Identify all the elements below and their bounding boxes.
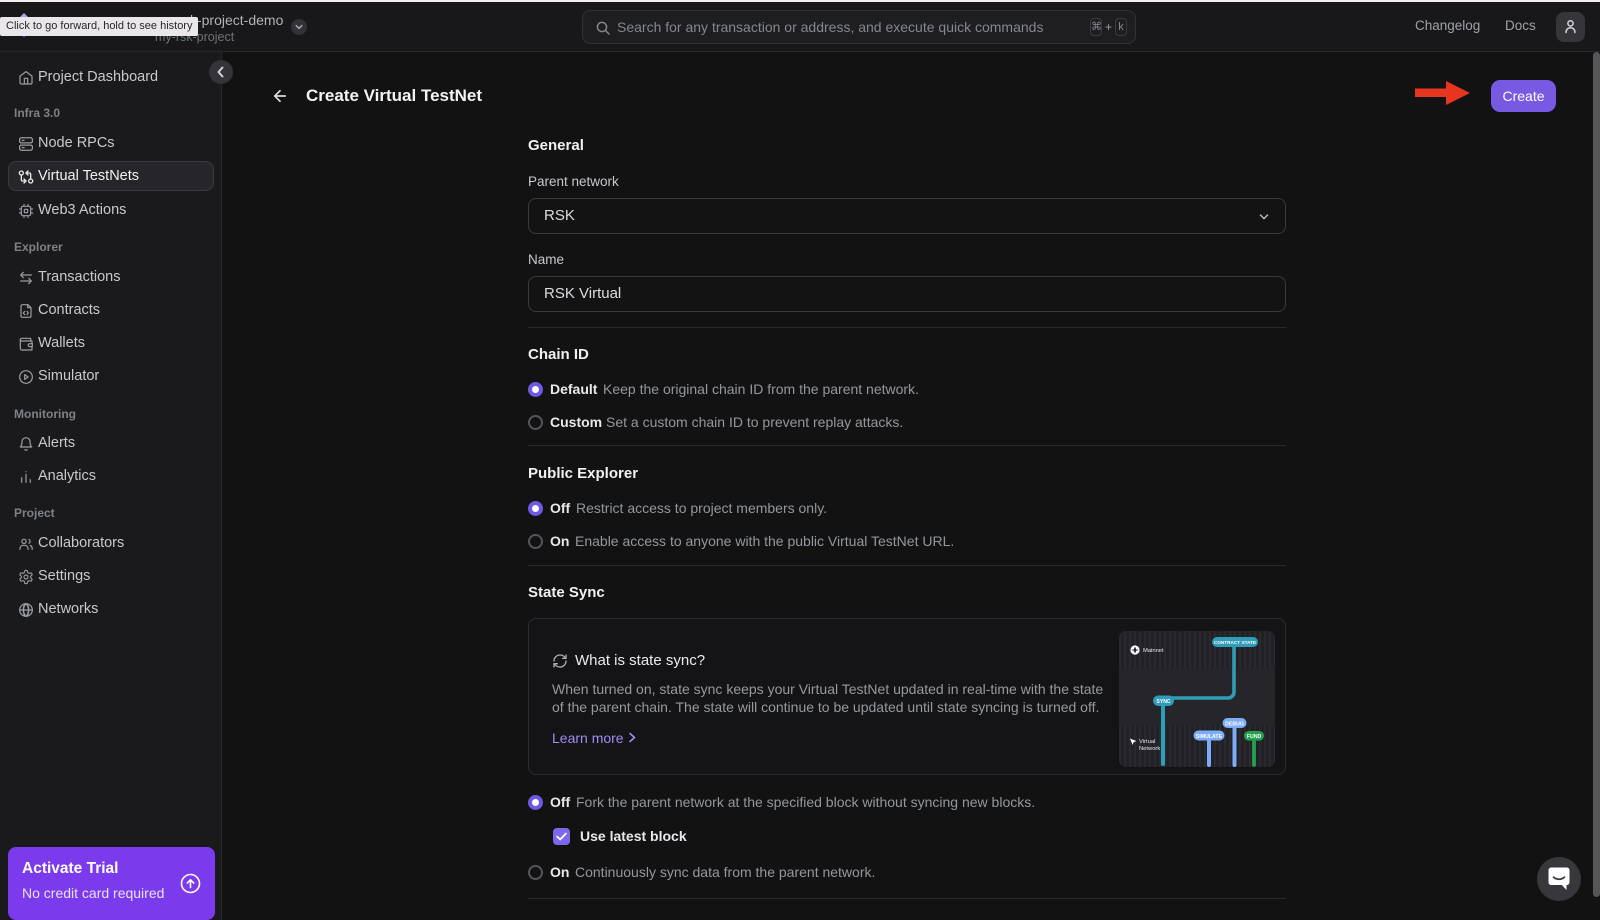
svg-text:Mainnet: Mainnet bbox=[1143, 648, 1164, 654]
svg-text:SIMULATE: SIMULATE bbox=[1196, 734, 1223, 740]
svg-text:FUND: FUND bbox=[1247, 734, 1262, 740]
svg-text:Virtual: Virtual bbox=[1139, 739, 1155, 745]
svg-text:SYNC: SYNC bbox=[1156, 699, 1170, 705]
svg-text:Network: Network bbox=[1139, 746, 1160, 752]
svg-text:DEBUG: DEBUG bbox=[1225, 721, 1244, 727]
svg-text:CONTRACT STATE: CONTRACT STATE bbox=[1214, 640, 1256, 645]
